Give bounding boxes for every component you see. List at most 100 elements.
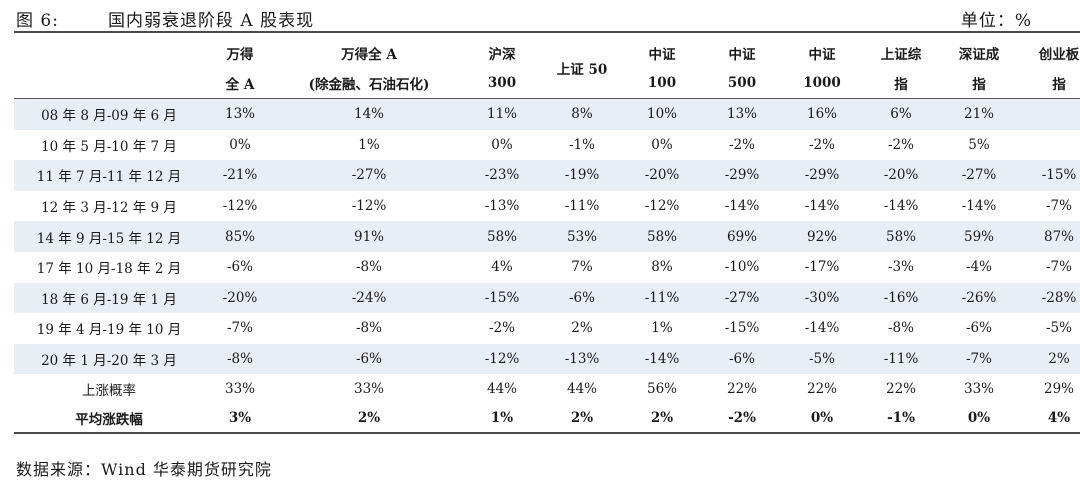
column-header-sse50: 上证 50 [542, 38, 622, 99]
table-row: 17 年 10 月-18 年 2 月 -6% -8% 4% 7% 8% -10% -17% -3… [14, 252, 1080, 283]
value-cell: 58% [622, 221, 702, 252]
value-cell: -2% [489, 320, 515, 337]
summary-value-cell: 1% [462, 403, 542, 435]
value-cell: -24% [276, 282, 462, 314]
column-header-line2: 指 [940, 68, 1018, 99]
figure-title: 国内弱衰退阶段 A 股表现 [108, 11, 315, 31]
value-cell: 87% [1018, 221, 1080, 252]
period-cell: 11 年 7 月-11 年 12 月 [14, 160, 204, 191]
column-header-line1: 中证 [648, 47, 676, 63]
table-row: 08 年 8 月-09 年 6 月 13% 14% 11% 8% 10% 13% 16% 6% 2… [14, 98, 1080, 130]
value-cell: -29% [702, 160, 782, 191]
value-cell: 58% [862, 221, 940, 252]
summary-value-cell: 44% [486, 380, 517, 397]
value-cell: 1% [651, 320, 673, 337]
summary-row-up-probability: 上涨概率 33% 33% 44% 44% 56% 22% 22% 22% 33% 29% [14, 374, 1080, 403]
value-cell: 0% [491, 136, 513, 153]
value-cell: 21% [940, 98, 1018, 130]
summary-value-cell: 22% [806, 380, 837, 397]
value-cell: 11% [462, 98, 542, 130]
value-cell: -20% [862, 160, 940, 191]
performance-table: 万得 万得全 A 沪深 上证 50 中证 中证 中证 上证综 深证成 创业板 全… [14, 38, 1080, 435]
top-rule [14, 31, 1080, 33]
value-cell: 8% [542, 98, 622, 130]
value-cell: -6% [702, 343, 782, 375]
summary-value-cell: 2% [542, 403, 622, 435]
value-cell: -6% [542, 282, 622, 314]
unit-label: 单位：% [960, 11, 1032, 31]
value-cell: -8% [204, 343, 276, 375]
value-cell: -6% [276, 343, 462, 375]
value-cell: -26% [940, 282, 1018, 314]
value-cell: -14% [961, 198, 997, 215]
value-cell: -7% [1046, 198, 1072, 215]
summary-value-cell: 29% [1043, 380, 1074, 397]
value-cell: -2% [888, 136, 914, 153]
value-cell: -19% [542, 160, 622, 191]
value-cell: -8% [888, 320, 914, 337]
value-cell: 0% [651, 136, 673, 153]
column-header-line2: 500 [702, 68, 782, 99]
value-cell: -16% [862, 282, 940, 314]
value-cell: -6% [227, 259, 253, 276]
period-cell: 17 年 10 月-18 年 2 月 [36, 261, 182, 278]
summary-value-cell: 3% [204, 403, 276, 435]
column-header-line2: 指 [862, 68, 940, 99]
column-header-line1: 创业板 [1038, 47, 1080, 63]
period-cell: 08 年 8 月-09 年 6 月 [14, 98, 204, 130]
value-cell: 1% [358, 136, 380, 153]
value-cell: 91% [276, 221, 462, 252]
column-header-line1: 中证 [728, 47, 756, 63]
value-cell: 69% [702, 221, 782, 252]
column-header-line1: 中证 [808, 47, 836, 63]
column-header-line2: 100 [622, 68, 702, 99]
column-header-line1: 上证综 [880, 47, 922, 63]
column-header-line1: 万得 [226, 47, 254, 63]
column-header-line2: 全 A [204, 68, 276, 99]
value-cell: 0% [229, 136, 251, 153]
table-row: 19 年 4 月-19 年 10 月 -7% -8% -2% 2% 1% -15% -14% -… [14, 313, 1080, 344]
period-cell: 18 年 6 月-19 年 1 月 [14, 282, 204, 314]
value-cell: -7% [227, 320, 253, 337]
summary-row-average: 平均涨跌幅 3% 2% 1% 2% 2% -2% 0% -1% 0% 4% [14, 403, 1080, 435]
value-cell: -10% [724, 259, 760, 276]
value-cell: -29% [782, 160, 862, 191]
summary-value-cell: 2% [276, 403, 462, 435]
header-row-2: 全 A (除金融、石油石化) 300 100 500 1000 指 指 指 [14, 68, 1080, 99]
value-cell: -15% [724, 320, 760, 337]
summary-value-cell: 33% [353, 380, 384, 397]
value-cell: 58% [462, 221, 542, 252]
value-cell: -1% [569, 136, 595, 153]
column-header-line2: 指 [1018, 68, 1080, 99]
column-header-line2: 1000 [782, 68, 862, 99]
value-cell: -20% [204, 282, 276, 314]
value-cell: -14% [622, 343, 702, 375]
summary-value-cell: 0% [782, 403, 862, 435]
value-cell: 16% [782, 98, 862, 130]
value-cell: -14% [804, 320, 840, 337]
summary-label-cell: 平均涨跌幅 [14, 403, 204, 435]
summary-value-cell: 4% [1018, 403, 1080, 435]
value-cell: -12% [462, 343, 542, 375]
column-header-line1: 深证成 [958, 47, 1000, 63]
value-cell: -2% [809, 136, 835, 153]
table-body: 08 年 8 月-09 年 6 月 13% 14% 11% 8% 10% 13% 16% 6% 2… [14, 98, 1080, 435]
value-cell: -3% [888, 259, 914, 276]
value-cell: 59% [940, 221, 1018, 252]
value-cell: -30% [782, 282, 862, 314]
value-cell: -2% [729, 136, 755, 153]
period-cell: 20 年 1 月-20 年 3 月 [14, 343, 204, 375]
value-cell: -12% [644, 198, 680, 215]
value-cell: -11% [622, 282, 702, 314]
value-cell: 14% [276, 98, 462, 130]
summary-value-cell: 22% [726, 380, 757, 397]
summary-value-cell: 56% [646, 380, 677, 397]
table-row: 10 年 5 月-10 年 7 月 0% 1% 0% -1% 0% -2% -2% -2% 5% [14, 130, 1080, 161]
summary-value-cell: -2% [702, 403, 782, 435]
summary-value-cell: 44% [566, 380, 597, 397]
value-cell: -14% [804, 198, 840, 215]
value-cell: -12% [351, 198, 387, 215]
value-cell: -13% [484, 198, 520, 215]
value-cell: -13% [542, 343, 622, 375]
